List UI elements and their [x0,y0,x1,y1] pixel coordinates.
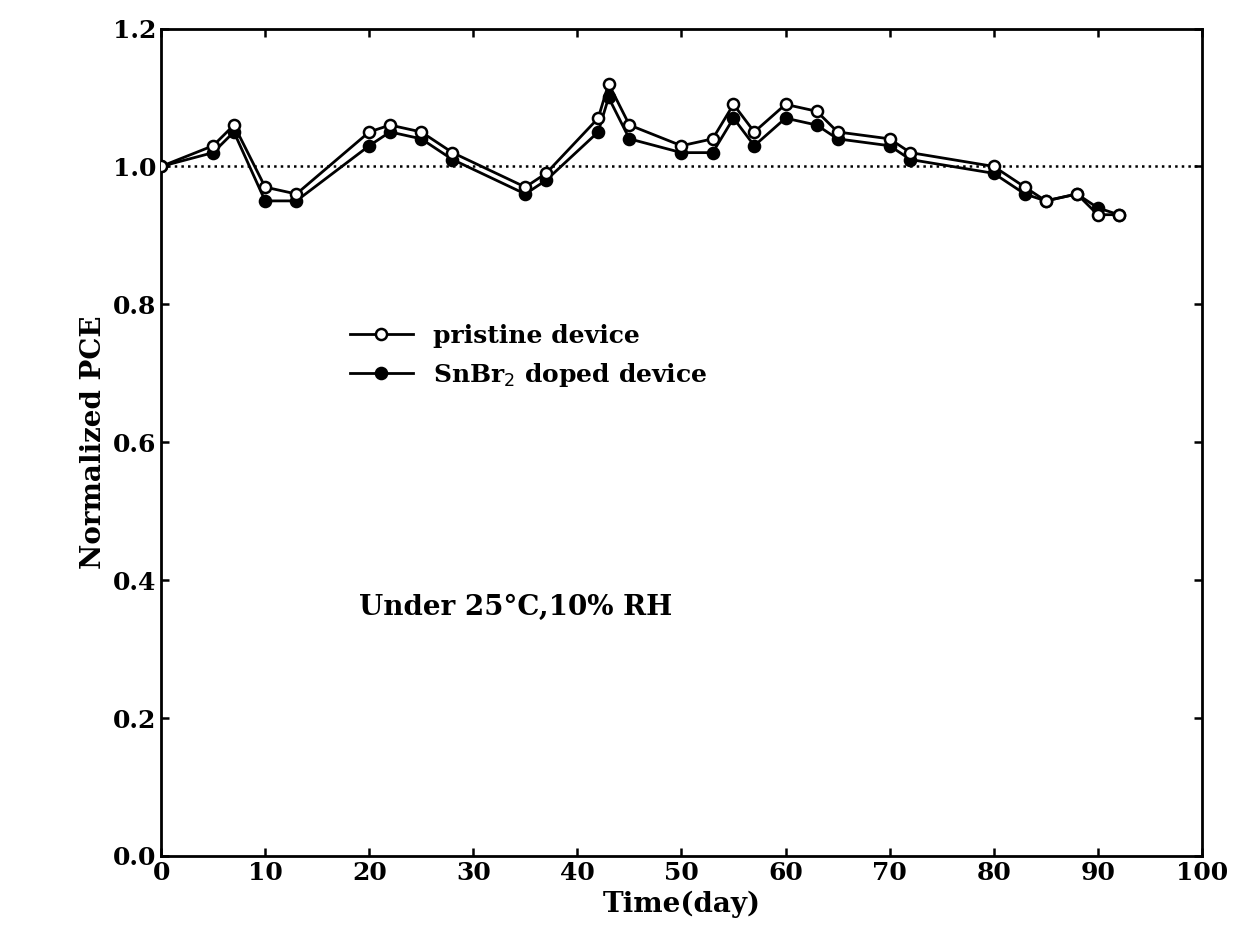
SnBr$_2$ doped device [154,161,169,172]
SnBr$_2$ doped device [1038,195,1053,206]
SnBr$_2$ doped device [1017,188,1032,200]
Line: SnBr$_2$ doped device: SnBr$_2$ doped device [156,92,1124,221]
SnBr$_2$ doped device [705,146,720,158]
SnBr$_2$ doped device [206,146,221,158]
SnBr$_2$ doped device [258,195,273,206]
pristine device [154,161,169,172]
pristine device [539,167,554,179]
SnBr$_2$ doped device [518,188,533,200]
pristine device [1038,195,1053,206]
pristine device [227,119,242,130]
SnBr$_2$ doped device [903,154,918,165]
X-axis label: Time(day): Time(day) [602,890,761,918]
pristine device [622,119,637,130]
pristine device [747,126,762,138]
pristine device [601,78,616,89]
SnBr$_2$ doped device [1069,188,1084,200]
pristine device [986,161,1001,172]
SnBr$_2$ doped device [227,126,242,138]
pristine device [1111,209,1126,221]
SnBr$_2$ doped device [1111,209,1126,221]
Text: Under 25°C,10% RH: Under 25°C,10% RH [359,594,672,621]
pristine device [809,106,824,117]
pristine device [445,146,460,158]
pristine device [362,126,377,138]
pristine device [1090,209,1105,221]
Y-axis label: Normalized PCE: Normalized PCE [81,316,108,569]
SnBr$_2$ doped device [445,154,460,165]
pristine device [1017,182,1032,193]
pristine device [830,126,845,138]
pristine device [289,188,304,200]
SnBr$_2$ doped device [539,175,554,186]
pristine device [206,140,221,151]
SnBr$_2$ doped device [726,112,741,124]
SnBr$_2$ doped device [601,91,616,103]
SnBr$_2$ doped device [414,133,429,145]
SnBr$_2$ doped device [882,140,897,151]
pristine device [903,146,918,158]
pristine device [705,133,720,145]
pristine device [518,182,533,193]
pristine device [383,119,398,130]
pristine device [674,140,689,151]
SnBr$_2$ doped device [1090,203,1105,214]
SnBr$_2$ doped device [986,167,1001,179]
pristine device [1069,188,1084,200]
Legend: pristine device, SnBr$_2$ doped device: pristine device, SnBr$_2$ doped device [339,314,717,398]
pristine device [591,112,606,124]
SnBr$_2$ doped device [830,133,845,145]
pristine device [414,126,429,138]
SnBr$_2$ doped device [674,146,689,158]
pristine device [726,99,741,110]
SnBr$_2$ doped device [383,126,398,138]
SnBr$_2$ doped device [622,133,637,145]
pristine device [882,133,897,145]
SnBr$_2$ doped device [778,112,793,124]
SnBr$_2$ doped device [747,140,762,151]
pristine device [778,99,793,110]
SnBr$_2$ doped device [809,119,824,130]
pristine device [258,182,273,193]
SnBr$_2$ doped device [362,140,377,151]
Line: pristine device: pristine device [156,78,1124,221]
SnBr$_2$ doped device [289,195,304,206]
SnBr$_2$ doped device [591,126,606,138]
